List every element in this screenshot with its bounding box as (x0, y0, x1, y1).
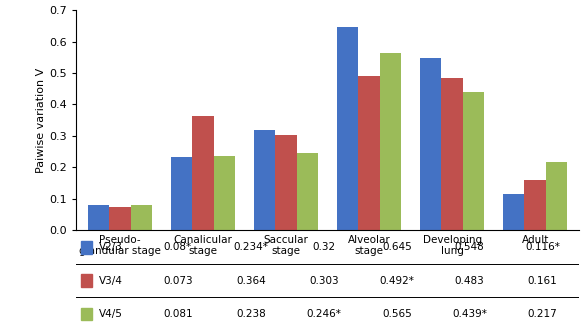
Text: V2/3: V2/3 (99, 242, 123, 252)
Bar (546, 162, 567, 230)
Text: 0.483: 0.483 (455, 276, 484, 286)
Bar (81, 308, 92, 320)
Bar (297, 153, 318, 230)
Text: 0.565: 0.565 (382, 309, 412, 319)
Text: 0.246*: 0.246* (307, 309, 341, 319)
Text: 0.364: 0.364 (236, 276, 266, 286)
Text: 0.548: 0.548 (455, 242, 484, 252)
Text: 0.238: 0.238 (236, 309, 266, 319)
Bar (214, 156, 235, 230)
Text: 0.234*: 0.234* (233, 242, 269, 252)
Bar (81, 241, 92, 254)
Text: 0.645: 0.645 (382, 242, 412, 252)
Bar (131, 205, 152, 230)
Bar (88, 205, 109, 230)
Bar (81, 274, 92, 287)
Bar (192, 116, 214, 230)
Bar (109, 207, 131, 230)
Text: 0.439*: 0.439* (452, 309, 487, 319)
Text: 0.116*: 0.116* (525, 242, 560, 252)
Bar (442, 78, 463, 230)
Text: 0.073: 0.073 (163, 276, 192, 286)
Text: 0.492*: 0.492* (379, 276, 414, 286)
Bar (524, 180, 546, 230)
Bar (359, 75, 380, 230)
Bar (337, 27, 359, 230)
Text: 0.161: 0.161 (528, 276, 558, 286)
Bar (276, 135, 297, 230)
Text: V4/5: V4/5 (99, 309, 123, 319)
Bar (503, 194, 524, 230)
Bar (254, 130, 276, 230)
Bar (463, 92, 484, 230)
Bar (171, 157, 192, 230)
Y-axis label: Paiwise variation V: Paiwise variation V (36, 67, 46, 173)
Text: 0.217: 0.217 (528, 309, 558, 319)
Text: 0.081: 0.081 (163, 309, 192, 319)
Text: 0.08*: 0.08* (164, 242, 192, 252)
Text: 0.303: 0.303 (309, 276, 339, 286)
Bar (420, 58, 442, 230)
Text: 0.32: 0.32 (312, 242, 335, 252)
Text: V3/4: V3/4 (99, 276, 123, 286)
Bar (380, 52, 401, 230)
